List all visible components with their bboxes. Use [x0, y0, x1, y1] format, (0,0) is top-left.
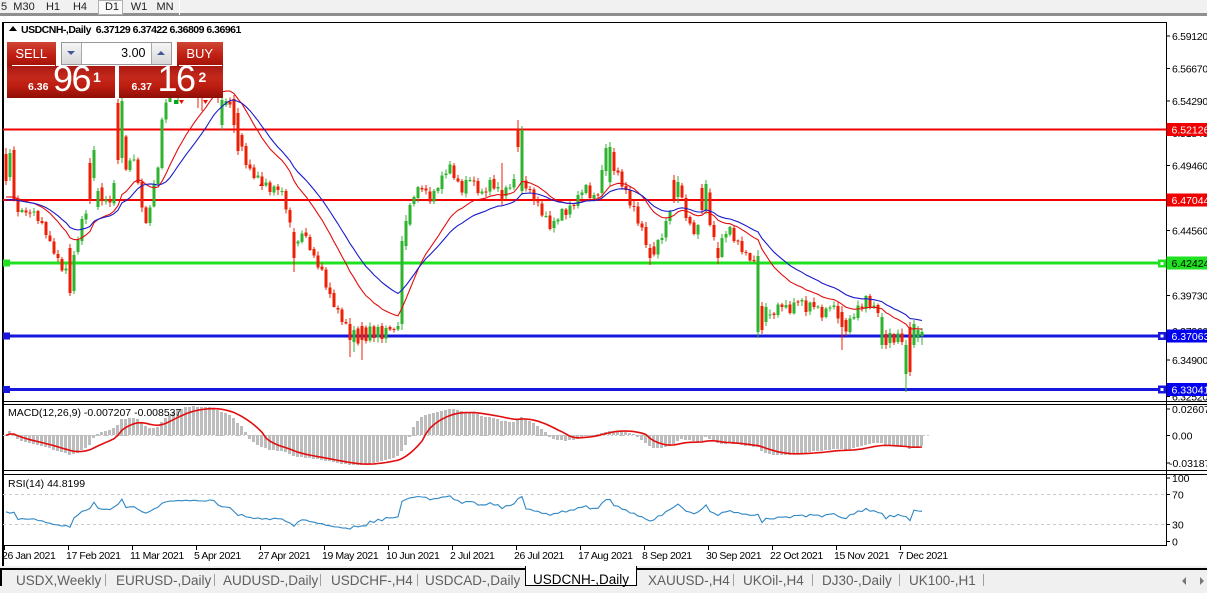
svg-text:11 Mar 2021: 11 Mar 2021 [130, 550, 184, 562]
svg-text:6.33041: 6.33041 [1172, 385, 1207, 397]
svg-text:MACD(12,26,9) -0.007207 -0.008: MACD(12,26,9) -0.007207 -0.008537 [8, 407, 182, 419]
svg-text:6.47044: 6.47044 [1172, 195, 1207, 207]
svg-text:6.49460: 6.49460 [1172, 160, 1207, 172]
svg-text:70: 70 [1172, 489, 1184, 501]
svg-text:26 Jul 2021: 26 Jul 2021 [514, 550, 564, 562]
svg-text:6.37063: 6.37063 [1172, 331, 1207, 343]
svg-text:30: 30 [1172, 519, 1184, 531]
svg-text:17 Feb 2021: 17 Feb 2021 [66, 550, 121, 562]
svg-text:0: 0 [1172, 536, 1178, 548]
svg-text:19 May 2021: 19 May 2021 [322, 550, 379, 562]
svg-text:6.42424: 6.42424 [1172, 258, 1207, 270]
svg-text:27 Apr 2021: 27 Apr 2021 [258, 550, 311, 562]
svg-text:6.34900: 6.34900 [1172, 355, 1207, 367]
svg-text:6.44560: 6.44560 [1172, 225, 1207, 237]
svg-text:5 Apr 2021: 5 Apr 2021 [194, 550, 241, 562]
svg-text:7 Dec 2021: 7 Dec 2021 [898, 550, 948, 562]
svg-text:-0.03187: -0.03187 [1169, 458, 1207, 470]
svg-text:2 Jul 2021: 2 Jul 2021 [450, 550, 495, 562]
svg-text:26 Jan 2021: 26 Jan 2021 [2, 550, 56, 562]
svg-text:22 Oct 2021: 22 Oct 2021 [770, 550, 823, 562]
svg-text:6.59120: 6.59120 [1172, 31, 1207, 43]
svg-text:6.56670: 6.56670 [1172, 63, 1207, 75]
svg-text:RSI(14) 44.8199: RSI(14) 44.8199 [8, 478, 85, 490]
svg-text:USDCNH-,Daily 6.37129 6.37422: USDCNH-,Daily 6.37129 6.37422 6.36809 6.… [21, 24, 241, 36]
svg-text:30 Sep 2021: 30 Sep 2021 [706, 550, 762, 562]
svg-text:6.54290: 6.54290 [1172, 96, 1207, 108]
svg-text:0.02607: 0.02607 [1172, 404, 1207, 416]
svg-text:100: 100 [1172, 473, 1190, 485]
svg-text:6.52126: 6.52126 [1172, 125, 1207, 137]
svg-text:15 Nov 2021: 15 Nov 2021 [834, 550, 890, 562]
svg-text:6.39730: 6.39730 [1172, 290, 1207, 302]
svg-text:0.00: 0.00 [1172, 430, 1193, 442]
svg-text:17 Aug 2021: 17 Aug 2021 [578, 550, 633, 562]
svg-text:10 Jun 2021: 10 Jun 2021 [386, 550, 440, 562]
svg-text:8 Sep 2021: 8 Sep 2021 [642, 550, 692, 562]
